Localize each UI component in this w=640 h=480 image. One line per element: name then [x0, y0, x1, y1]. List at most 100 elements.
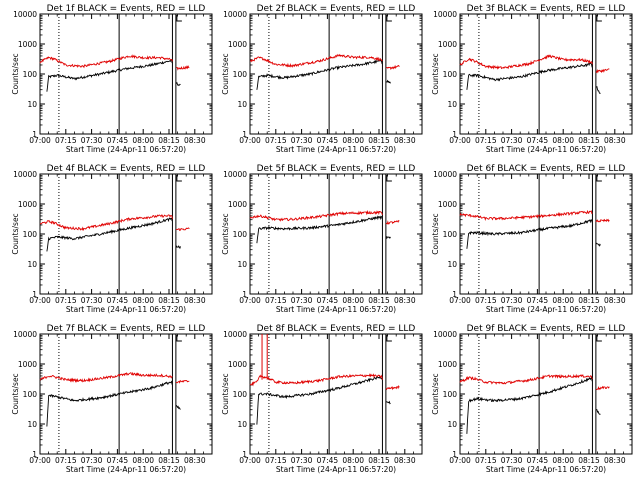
panel-title: Det 3f BLACK = Events, RED = LLD [467, 4, 626, 14]
y-tick-label: 10 [447, 260, 457, 269]
y-tick-label: 10 [237, 260, 247, 269]
x-tick-label: 07:45 [527, 136, 549, 145]
x-tick-label: 07:00 [29, 456, 51, 465]
chart-panel-3: Det 3f BLACK = Events, RED = LLD 1 10 100 10… [431, 4, 633, 154]
y-tick-label: 1000 [228, 200, 247, 209]
x-tick-label: 08:00 [342, 296, 364, 305]
x-tick-label: 07:45 [527, 456, 549, 465]
corner-mark [176, 175, 182, 182]
panel-title: Det 6f BLACK = Events, RED = LLD [467, 164, 626, 174]
corner-mark [176, 15, 182, 22]
events-line-after-gap [595, 242, 601, 247]
x-tick-label: 07:30 [291, 136, 313, 145]
y-tick-label: 100 [233, 230, 248, 239]
plot-frame [39, 333, 213, 455]
y-axis-label: Counts/sec [431, 53, 440, 94]
corner-mark [596, 15, 602, 22]
y-tick-label: 10 [237, 100, 247, 109]
plot-frame [459, 13, 633, 135]
y-tick-label: 100 [443, 230, 458, 239]
x-tick-label: 08:15 [158, 456, 180, 465]
chart-panel-1: Det 1f BLACK = Events, RED = LLD 1 10 100 10… [11, 4, 213, 154]
plot-frame [249, 333, 423, 455]
events-line-after-gap [385, 236, 391, 240]
y-tick-label: 100 [443, 390, 458, 399]
x-tick-label: 08:15 [578, 296, 600, 305]
chart-panel-5: Det 5f BLACK = Events, RED = LLD 1 10 100 10… [221, 164, 423, 314]
x-tick-label: 07:45 [317, 136, 339, 145]
x-tick-label: 08:00 [132, 136, 154, 145]
plot-frame [459, 333, 633, 455]
x-axis-label: Start Time (24-Apr-11 06:57:20) [486, 305, 606, 314]
events-line [256, 59, 383, 90]
events-line-after-gap [175, 81, 181, 87]
x-tick-label: 08:30 [604, 136, 626, 145]
lld-line-after-gap [595, 385, 610, 391]
x-tick-label: 07:30 [81, 136, 103, 145]
y-tick-label: 1 [242, 290, 247, 299]
chart-panel-6: Det 6f BLACK = Events, RED = LLD 1 10 100 10… [431, 164, 633, 314]
corner-mark [386, 15, 392, 22]
x-tick-label: 08:15 [368, 456, 390, 465]
y-tick-label: 100 [23, 230, 38, 239]
x-tick-label: 08:30 [604, 456, 626, 465]
y-tick-label: 10 [27, 260, 37, 269]
y-tick-label: 1 [242, 450, 247, 459]
x-tick-label: 07:45 [107, 456, 129, 465]
lld-line [249, 209, 383, 222]
x-tick-label: 08:00 [552, 296, 574, 305]
x-tick-label: 07:30 [291, 296, 313, 305]
panel-title: Det 9f BLACK = Events, RED = LLD [467, 324, 626, 334]
x-tick-label: 07:00 [29, 136, 51, 145]
events-line [466, 62, 593, 90]
y-tick-label: 1000 [228, 360, 247, 369]
lld-line-after-gap [595, 68, 610, 74]
x-tick-label: 08:15 [368, 136, 390, 145]
x-tick-label: 08:30 [604, 296, 626, 305]
lld-line [39, 54, 173, 69]
x-tick-label: 07:15 [55, 456, 77, 465]
x-tick-label: 08:15 [158, 136, 180, 145]
x-tick-label: 08:30 [184, 136, 206, 145]
y-tick-label: 10000 [223, 330, 247, 339]
chart-panel-8: Det 8f BLACK = Events, RED = LLD 1 10 100 10… [221, 324, 423, 474]
y-tick-label: 10 [447, 100, 457, 109]
x-tick-label: 07:15 [265, 296, 287, 305]
x-tick-label: 07:30 [291, 456, 313, 465]
lld-line [249, 373, 383, 387]
x-tick-label: 08:30 [394, 296, 416, 305]
events-line [46, 380, 173, 427]
y-axis-label: Counts/sec [221, 213, 230, 254]
y-tick-label: 100 [23, 70, 38, 79]
y-axis-label: Counts/sec [431, 213, 440, 254]
y-tick-label: 1 [32, 450, 37, 459]
y-tick-label: 10 [27, 100, 37, 109]
plot-frame [39, 173, 213, 295]
plot-frame [39, 13, 213, 135]
lld-line-after-gap [175, 379, 190, 384]
x-tick-label: 08:00 [552, 456, 574, 465]
y-tick-label: 1 [32, 130, 37, 139]
chart-panel-9: Det 9f BLACK = Events, RED = LLD 1 10 100 10… [431, 324, 633, 474]
x-axis-label: Start Time (24-Apr-11 06:57:20) [276, 305, 396, 314]
x-tick-label: 08:15 [158, 296, 180, 305]
x-tick-label: 07:00 [449, 136, 471, 145]
lld-line-after-gap [175, 65, 190, 71]
events-line-after-gap [175, 404, 181, 410]
y-tick-label: 1000 [438, 360, 457, 369]
y-tick-label: 1000 [18, 200, 37, 209]
y-tick-label: 100 [233, 390, 248, 399]
y-tick-label: 1000 [438, 40, 457, 49]
panel-title: Det 7f BLACK = Events, RED = LLD [47, 324, 206, 334]
x-tick-label: 07:00 [29, 296, 51, 305]
x-axis-label: Start Time (24-Apr-11 06:57:20) [486, 145, 606, 154]
x-axis-label: Start Time (24-Apr-11 06:57:20) [276, 465, 396, 474]
lld-line [459, 209, 593, 221]
lld-line [459, 54, 593, 70]
x-tick-label: 07:45 [107, 136, 129, 145]
y-tick-label: 100 [233, 70, 248, 79]
lld-line-after-gap [175, 227, 190, 232]
y-tick-label: 10 [237, 420, 247, 429]
events-line-after-gap [596, 409, 601, 415]
